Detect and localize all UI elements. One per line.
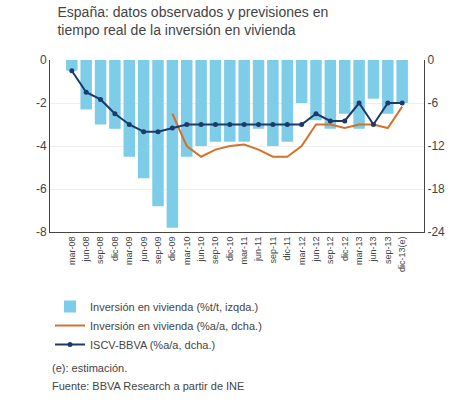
svg-text:-8: -8 bbox=[36, 225, 47, 239]
svg-text:-6: -6 bbox=[36, 182, 47, 196]
svg-text:(e): estimación.: (e): estimación. bbox=[52, 362, 127, 374]
svg-text:Fuente: BBVA Research a partir: Fuente: BBVA Research a partir de INE bbox=[52, 380, 244, 392]
svg-text:sep-12: sep-12 bbox=[325, 237, 335, 265]
svg-text:Inversión en vivienda (%t/t, i: Inversión en vivienda (%t/t, izqda.) bbox=[90, 301, 258, 313]
svg-text:0: 0 bbox=[40, 53, 47, 67]
svg-text:mar-11: mar-11 bbox=[239, 237, 249, 265]
svg-text:-18: -18 bbox=[427, 182, 445, 196]
svg-text:mar-12: mar-12 bbox=[297, 237, 307, 266]
svg-text:sep-08: sep-08 bbox=[95, 237, 105, 265]
svg-text:dic-10: dic-10 bbox=[225, 237, 235, 262]
svg-text:dic-08: dic-08 bbox=[110, 237, 120, 262]
svg-text:-6: -6 bbox=[427, 96, 438, 110]
svg-text:jun-11: jun-11 bbox=[253, 237, 263, 262]
svg-text:jun-08: jun-08 bbox=[81, 237, 91, 263]
svg-text:dic-09: dic-09 bbox=[167, 237, 177, 262]
svg-text:mar-08: mar-08 bbox=[67, 237, 77, 266]
svg-text:sep-13: sep-13 bbox=[383, 237, 393, 265]
svg-text:dic-12: dic-12 bbox=[340, 237, 350, 262]
svg-text:Inversión en vivienda (%a/a, d: Inversión en vivienda (%a/a, dcha.) bbox=[90, 320, 262, 332]
svg-text:jun-09: jun-09 bbox=[139, 237, 149, 263]
svg-text:jun-10: jun-10 bbox=[196, 237, 206, 263]
svg-text:-2: -2 bbox=[36, 96, 47, 110]
svg-text:mar-13: mar-13 bbox=[354, 237, 364, 266]
svg-text:mar-10: mar-10 bbox=[182, 237, 192, 266]
svg-text:-4: -4 bbox=[36, 139, 47, 153]
svg-text:-12: -12 bbox=[427, 139, 445, 153]
svg-text:dic-13(e): dic-13(e) bbox=[397, 237, 407, 273]
svg-text:0: 0 bbox=[427, 53, 434, 67]
svg-text:jun-13: jun-13 bbox=[368, 237, 378, 263]
svg-text:dic-11: dic-11 bbox=[282, 237, 292, 261]
svg-text:sep-09: sep-09 bbox=[153, 237, 163, 265]
svg-text:España: datos observados y pre: España: datos observados y previsiones e… bbox=[57, 4, 328, 38]
svg-text:sep-10: sep-10 bbox=[210, 237, 220, 265]
svg-text:ISCV-BBVA (%a/a, dcha.): ISCV-BBVA (%a/a, dcha.) bbox=[90, 339, 215, 351]
svg-text:mar-09: mar-09 bbox=[124, 237, 134, 266]
svg-text:sep-11: sep-11 bbox=[268, 237, 278, 264]
svg-text:jun-12: jun-12 bbox=[311, 237, 321, 263]
svg-text:-24: -24 bbox=[427, 225, 445, 239]
